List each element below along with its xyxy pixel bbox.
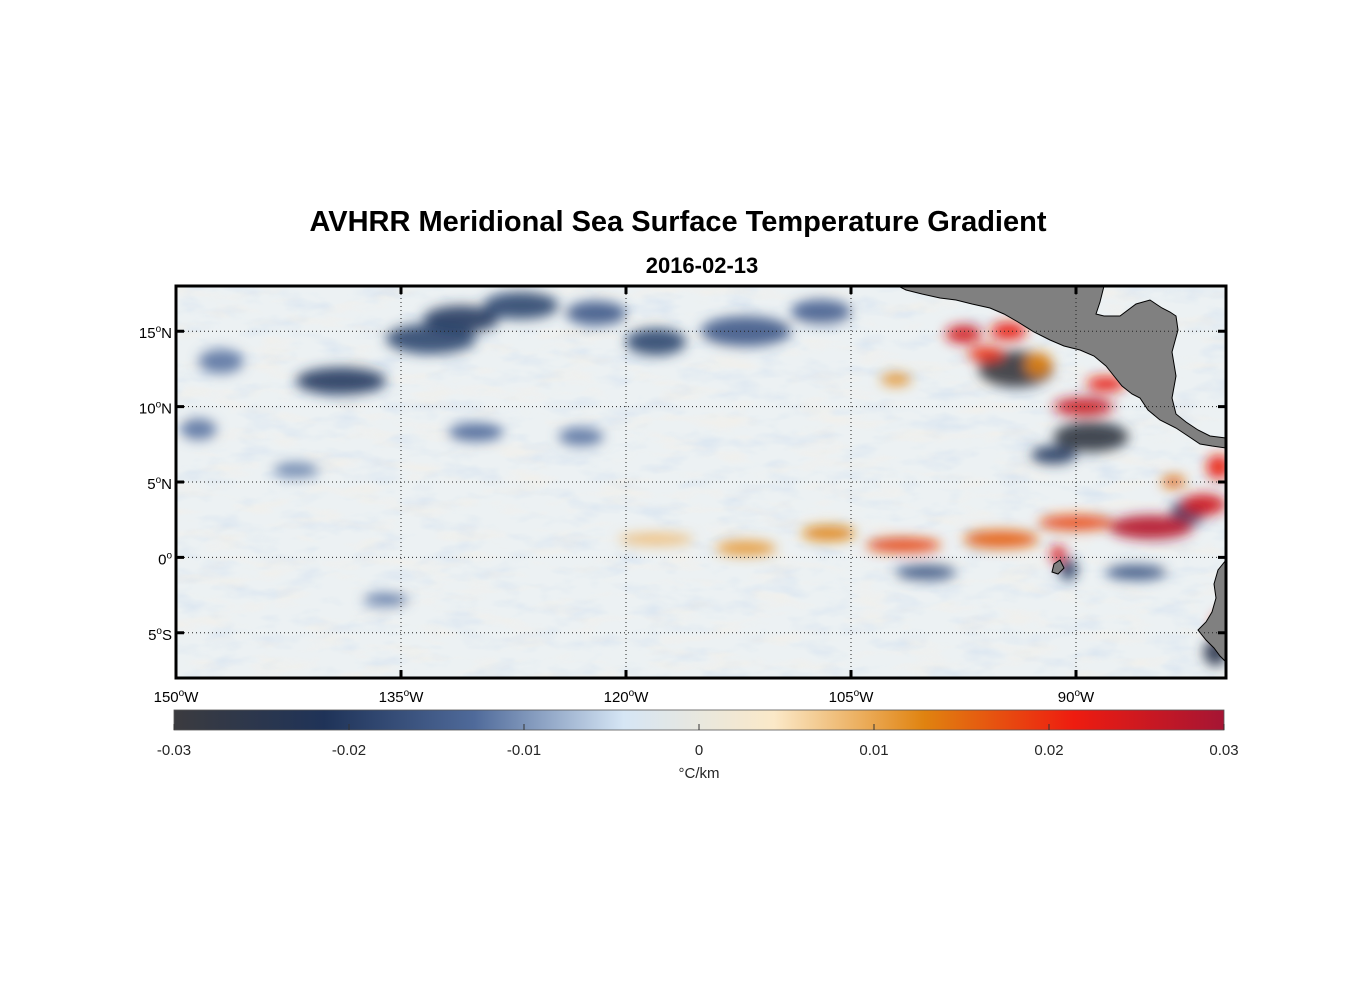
- lon-tick-label: 90oW: [1058, 688, 1095, 706]
- positive-gradient-feature: [1025, 352, 1052, 377]
- negative-gradient-feature: [273, 462, 319, 478]
- positive-gradient-feature: [968, 346, 1004, 362]
- colorbar-unit: °C/km: [679, 765, 720, 782]
- colorbar-ticks: -0.03 -0.02 -0.01 0 0.01 0.02 0.03: [157, 724, 1239, 759]
- colorbar-tick-label: -0.03: [157, 742, 191, 759]
- lat-tick-label: 0o: [158, 550, 172, 568]
- lat-tick-label: 15oN: [139, 324, 172, 342]
- lat-tick-label: 5oN: [147, 475, 172, 493]
- land-masses: [897, 286, 1226, 663]
- positive-gradient-feature: [1086, 376, 1126, 392]
- positive-gradient-feature: [716, 540, 776, 556]
- positive-gradient-feature: [1109, 515, 1193, 540]
- negative-gradient-feature: [791, 299, 851, 324]
- negative-gradient-feature: [1031, 445, 1076, 464]
- negative-gradient-feature: [1053, 421, 1129, 452]
- positive-gradient-feature: [1181, 494, 1226, 516]
- latitude-labels: 15oN 10oN 5oN 0o 5oS: [139, 324, 173, 644]
- frame-ticks: [174, 286, 1226, 678]
- colorbar-tick-label: 0: [695, 742, 703, 759]
- colorbar-tick-label: 0.03: [1209, 742, 1238, 759]
- colorbar-tick-label: -0.02: [332, 742, 366, 759]
- positive-gradient-feature: [1050, 545, 1066, 564]
- land-mexico-central-america: [897, 286, 1226, 449]
- graticule: [176, 286, 1226, 678]
- lon-tick-label: 150oW: [154, 688, 200, 706]
- map-panel: 150oW 135oW 120oW 105oW 90oW 15oN 10oN 5oN 0o 5o…: [139, 284, 1228, 706]
- negative-gradient-feature: [566, 301, 626, 326]
- negative-gradient-feature: [423, 305, 499, 333]
- positive-gradient-feature: [801, 525, 856, 541]
- positive-gradient-feature: [1206, 454, 1226, 479]
- lon-tick-label: 135oW: [379, 688, 425, 706]
- positive-gradient-feature: [963, 530, 1039, 549]
- map-title: AVHRR Meridional Sea Surface Temperature…: [309, 206, 1047, 238]
- lon-tick-label: 105oW: [829, 688, 875, 706]
- positive-gradient-feature: [881, 373, 911, 386]
- colorbar-tick-label: 0.01: [859, 742, 888, 759]
- colorbar-tick-label: 0.02: [1034, 742, 1063, 759]
- negative-gradient-feature: [701, 316, 791, 347]
- colorbar: -0.03 -0.02 -0.01 0 0.01 0.02 0.03 °C/km: [157, 709, 1239, 782]
- negative-gradient-feature: [896, 564, 956, 580]
- land-galapagos: [1051, 559, 1065, 575]
- negative-gradient-feature: [296, 367, 386, 395]
- lat-tick-label: 10oN: [139, 400, 172, 418]
- lon-tick-label: 120oW: [604, 688, 650, 706]
- negative-gradient-feature: [180, 418, 217, 440]
- positive-gradient-feature: [1161, 475, 1186, 489]
- negative-gradient-feature: [483, 292, 559, 320]
- negative-gradient-feature: [198, 349, 244, 374]
- positive-gradient-feature: [1053, 397, 1114, 416]
- positive-gradient-feature: [945, 325, 982, 344]
- negative-gradient-feature: [1059, 558, 1078, 580]
- negative-gradient-feature: [449, 423, 503, 442]
- negative-gradient-feature: [363, 593, 409, 606]
- map-subtitle: 2016-02-13: [645, 253, 759, 278]
- longitude-labels: 150oW 135oW 120oW 105oW 90oW: [154, 688, 1095, 706]
- positive-gradient-feature: [618, 533, 694, 546]
- negative-gradient-feature: [626, 328, 686, 356]
- colorbar-tick-label: -0.01: [507, 742, 541, 759]
- land-south-america: [1197, 559, 1226, 663]
- lat-tick-label: 5oS: [148, 626, 172, 644]
- negative-gradient-feature: [1106, 564, 1166, 580]
- negative-gradient-feature: [558, 427, 604, 446]
- positive-gradient-feature: [866, 537, 941, 553]
